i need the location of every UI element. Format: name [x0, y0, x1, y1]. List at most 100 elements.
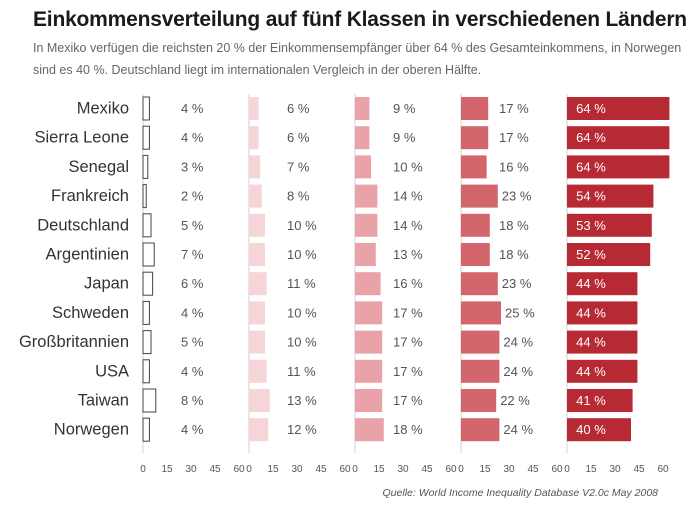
bar-q5	[567, 155, 670, 179]
source-note: Quelle: World Income Inequality Database…	[382, 487, 658, 499]
bar-q1	[142, 125, 150, 150]
bar-q3	[355, 359, 383, 383]
bar-q4	[461, 330, 500, 354]
bar-q5	[567, 389, 633, 412]
tick-label: 60	[445, 464, 457, 475]
bar-q1	[142, 300, 150, 325]
value-label: 13 %	[393, 247, 423, 262]
value-label: 24 %	[503, 364, 533, 379]
bar-q1	[142, 213, 152, 238]
value-label: 44 %	[576, 305, 606, 320]
bar-q3	[355, 155, 371, 179]
bar-q4	[461, 126, 489, 150]
tick-label: 30	[503, 464, 515, 475]
value-label: 10 %	[393, 159, 423, 174]
bar-q3	[355, 97, 370, 120]
bar-q5	[567, 359, 638, 383]
value-label: 22 %	[500, 393, 530, 408]
tick-label: 60	[233, 464, 245, 475]
value-label: 24 %	[503, 422, 533, 437]
bar-q3	[355, 418, 384, 442]
tick-label: 30	[609, 464, 621, 475]
value-label: 17 %	[393, 393, 423, 408]
bar-q5	[567, 330, 638, 354]
country-label: Mexiko	[77, 100, 129, 118]
bar-q2	[249, 272, 267, 296]
value-label: 44 %	[576, 335, 606, 350]
tick-label: 15	[267, 464, 279, 475]
bar-q2	[249, 418, 269, 442]
tick-label: 30	[397, 464, 409, 475]
bar-q4	[461, 389, 497, 412]
value-label: 8 %	[287, 189, 310, 204]
tick-label: 30	[291, 464, 303, 475]
bar-q3	[355, 184, 378, 208]
tick-label: 0	[458, 464, 464, 475]
value-label: 4 %	[181, 305, 204, 320]
country-label: Argentinien	[46, 246, 129, 264]
value-label: 18 %	[499, 218, 529, 233]
bar-q4	[461, 97, 489, 120]
value-label: 41 %	[576, 393, 606, 408]
bar-q5	[567, 272, 638, 296]
bar-q5	[567, 213, 652, 237]
bar-q2	[249, 389, 270, 412]
value-label: 44 %	[576, 364, 606, 379]
bar-q1	[142, 417, 150, 442]
value-label: 64 %	[576, 101, 606, 116]
value-label: 52 %	[576, 247, 606, 262]
bar-q5	[567, 126, 670, 150]
tick-label: 60	[657, 464, 669, 475]
tick-label: 45	[527, 464, 539, 475]
value-label: 10 %	[287, 335, 317, 350]
bar-q2	[249, 97, 259, 120]
value-label: 64 %	[576, 130, 606, 145]
bar-q4	[461, 243, 490, 266]
value-label: 13 %	[287, 393, 317, 408]
country-label: Frankreich	[51, 187, 129, 205]
country-label: Schweden	[52, 304, 129, 322]
value-label: 5 %	[181, 218, 204, 233]
bar-q2	[249, 184, 262, 208]
value-label: 8 %	[181, 393, 204, 408]
bar-q4	[461, 213, 490, 237]
value-label: 4 %	[181, 130, 204, 145]
value-label: 64 %	[576, 159, 606, 174]
tick-label: 60	[551, 464, 563, 475]
tick-label: 0	[352, 464, 358, 475]
bar-q1	[142, 184, 147, 209]
value-label: 4 %	[181, 364, 204, 379]
value-label: 3 %	[181, 159, 204, 174]
value-label: 7 %	[287, 159, 310, 174]
value-label: 12 %	[287, 422, 317, 437]
value-label: 2 %	[181, 189, 204, 204]
bar-q2	[249, 126, 259, 150]
chart-subtitle: In Mexiko verfügen die reichsten 20 % de…	[33, 41, 682, 77]
bar-q1	[142, 242, 155, 267]
bar-q3	[355, 301, 383, 325]
bar-q5	[567, 97, 670, 120]
tick-label: 0	[246, 464, 252, 475]
value-label: 14 %	[393, 189, 423, 204]
value-label: 9 %	[393, 130, 416, 145]
bar-q4	[461, 418, 500, 442]
value-label: 10 %	[287, 218, 317, 233]
tick-label: 15	[161, 464, 173, 475]
value-label: 16 %	[393, 276, 423, 291]
bar-q3	[355, 243, 376, 266]
bar-q3	[355, 126, 370, 150]
tick-label: 45	[633, 464, 645, 475]
country-label: Japan	[84, 275, 129, 293]
value-label: 11 %	[287, 364, 316, 379]
bar-q4	[461, 184, 498, 208]
country-label: Sierra Leone	[35, 129, 129, 147]
value-label: 54 %	[576, 189, 606, 204]
bar-q2	[249, 301, 265, 325]
value-label: 5 %	[181, 335, 204, 350]
bar-q5	[567, 301, 638, 325]
value-label: 18 %	[499, 247, 529, 262]
value-label: 6 %	[287, 101, 310, 116]
bar-q2	[249, 155, 261, 179]
bar-q1	[142, 96, 150, 121]
